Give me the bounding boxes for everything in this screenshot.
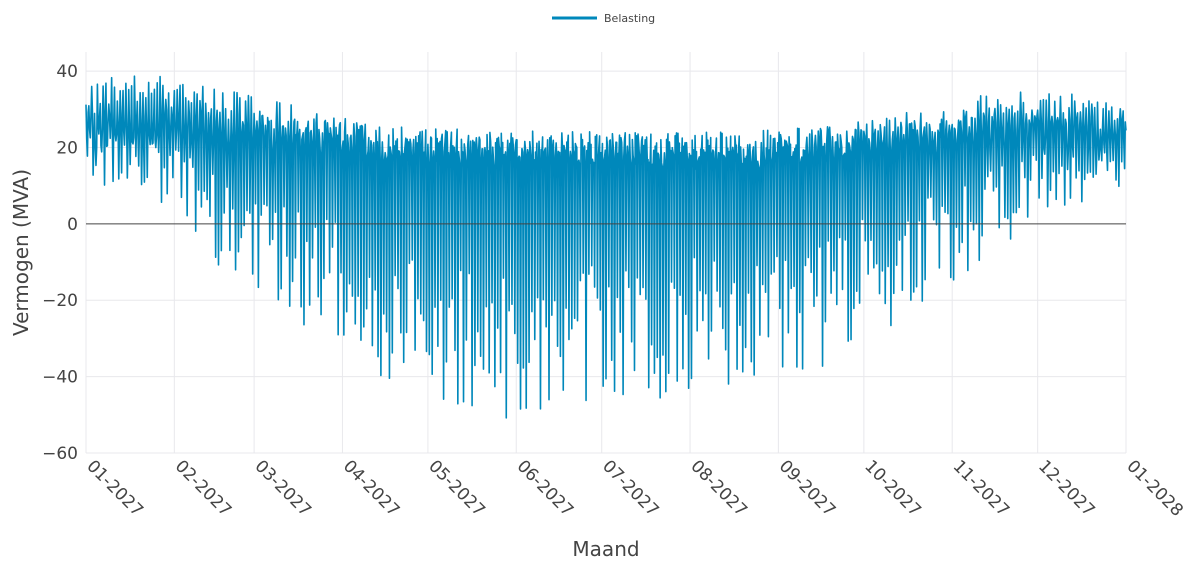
x-tick-label: 12-2027: [1034, 456, 1098, 520]
x-tick-labels: 01-2027 02-2027 03-2027 04-2027 05-2027 06-20…: [82, 456, 1186, 520]
series-layer: [85, 75, 1127, 419]
series-line-belasting: [85, 75, 1127, 419]
x-tick-label: 08-2027: [687, 456, 751, 520]
x-tick-label: 02-2027: [171, 456, 235, 520]
x-tick-label: 05-2027: [424, 456, 488, 520]
y-tick-label: −20: [42, 291, 78, 311]
x-tick-label: 11-2027: [949, 456, 1013, 520]
x-tick-label: 01-2028: [1122, 456, 1186, 520]
x-axis-title: Maand: [572, 537, 639, 561]
x-tick-label: 01-2027: [82, 456, 146, 520]
y-axis-title: Vermogen (MVA): [9, 169, 33, 336]
y-tick-label: 40: [56, 62, 78, 82]
legend-label-belasting: Belasting: [604, 12, 655, 25]
x-tick-label: 09-2027: [775, 456, 839, 520]
x-tick-label: 10-2027: [860, 456, 924, 520]
legend[interactable]: Belasting: [552, 12, 655, 25]
y-tick-label: −60: [42, 444, 78, 464]
y-tick-label: 0: [67, 215, 78, 235]
x-tick-label: 04-2027: [339, 456, 403, 520]
x-tick-label: 07-2027: [598, 456, 662, 520]
y-tick-labels: 40 20 0 −20 −40 −60: [42, 62, 78, 464]
x-tick-label: 03-2027: [251, 456, 315, 520]
y-tick-label: 20: [56, 138, 78, 158]
y-tick-label: −40: [42, 368, 78, 388]
x-tick-label: 06-2027: [513, 456, 577, 520]
